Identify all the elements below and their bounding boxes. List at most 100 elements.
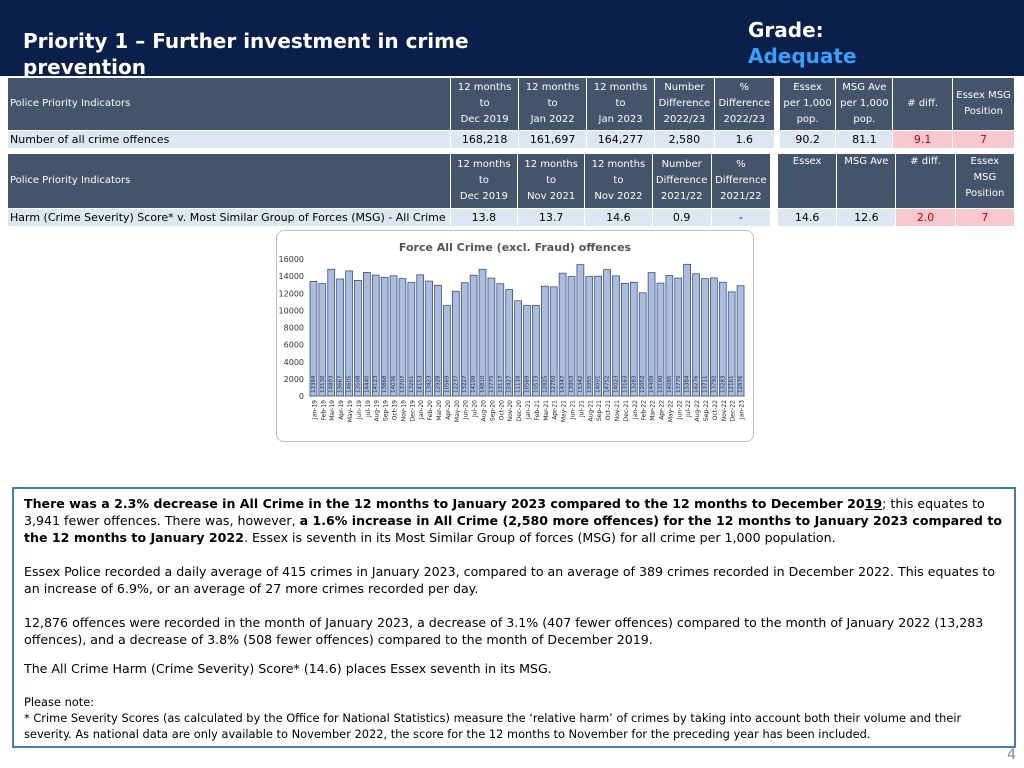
chart-bar — [736, 285, 745, 397]
x-tick-label: Oct-22 — [712, 400, 719, 420]
x-tick-label: Apr-20 — [445, 400, 452, 420]
all-crime-bar-chart: Force All Crime (excl. Fraud) offences 0… — [279, 241, 746, 422]
chart-bar — [594, 275, 603, 397]
cell-nov2021: 13.7 — [518, 209, 585, 226]
bar-value-label: 13130 — [320, 375, 326, 393]
bar-value-label: 14085 — [667, 375, 673, 393]
x-tick-label: Aug-22 — [694, 400, 701, 422]
x-tick-label: Jul-21 — [578, 400, 585, 418]
y-tick-label: 6000 — [284, 341, 304, 350]
x-tick-label: Apr-22 — [658, 400, 665, 420]
chart-bar — [434, 284, 442, 397]
row-label: Harm (Crime Severity) Score* v. Most Sim… — [8, 209, 450, 226]
col-header-msg-ave: MSG Ave per 1,000 pop. — [836, 78, 893, 130]
chart-bar — [549, 286, 558, 397]
col-header-essex-per1000: Essex per 1,000 pop. — [779, 78, 836, 130]
x-tick-label: Jan-19 — [311, 400, 318, 420]
col-header-number-diff: Number Difference 2022/23 — [655, 78, 714, 130]
chart-bar — [371, 274, 380, 397]
monthly-offences-paragraph: 12,876 offences were recorded in the mon… — [24, 615, 984, 647]
x-tick-label: Dec-22 — [730, 400, 737, 422]
bar-value-label: 14347 — [560, 375, 566, 393]
x-tick-label: May-20 — [454, 400, 461, 422]
chart-bar — [523, 305, 531, 397]
bar-value-label: 13423 — [427, 375, 433, 393]
bar-value-label: 13868 — [382, 375, 388, 393]
row-label: Number of all crime offences — [8, 131, 451, 148]
bar-value-label: 14440 — [364, 375, 370, 393]
chart-bar — [389, 275, 398, 397]
chart-bar — [380, 276, 389, 397]
col-header-diff: # diff. — [893, 78, 953, 130]
bar-value-label: 13261 — [409, 376, 415, 394]
x-tick-label: Nov-22 — [721, 400, 728, 422]
cell-essex-per1000: 90.2 — [779, 131, 836, 148]
chart-bar — [692, 273, 700, 397]
bar-value-label: 12825 — [542, 375, 548, 393]
bar-value-label: 14001 — [596, 376, 602, 394]
chart-bar — [727, 291, 736, 397]
chart-bar — [336, 278, 344, 397]
x-tick-label: Apr-19 — [338, 400, 345, 420]
bar-value-label: 13953 — [569, 375, 575, 393]
col-header-msg-position: Essex MSG Position — [953, 78, 1014, 130]
chart-bar — [647, 272, 656, 397]
bar-value-label: 12237 — [453, 375, 459, 393]
x-tick-label: Mar-20 — [436, 400, 443, 421]
chart-bar — [558, 272, 567, 397]
chart-bar — [532, 305, 540, 397]
daily-average-paragraph: Essex Police recorded a daily average of… — [24, 564, 996, 596]
y-tick-label: 14000 — [279, 272, 304, 281]
col-header-msg-position: Essex MSG Position — [955, 154, 1014, 208]
chart-bar — [398, 278, 407, 397]
chart-bar — [621, 282, 629, 397]
bar-value-label: 15342 — [578, 376, 584, 394]
bar-value-label: 13384 — [311, 375, 317, 393]
x-tick-label: Aug-21 — [587, 400, 594, 422]
cell-dec2019: 13.8 — [450, 209, 518, 226]
x-tick-label: Jul-20 — [472, 400, 479, 418]
x-tick-label: Feb-21 — [534, 400, 541, 421]
chart-bar — [665, 275, 674, 397]
x-tick-label: Jul-22 — [685, 400, 692, 418]
cell-diff: 9.1 — [893, 131, 953, 148]
x-tick-label: Mar-19 — [329, 400, 336, 421]
bar-value-label: 14605 — [347, 375, 353, 393]
x-tick-label: Sep-20 — [489, 400, 496, 421]
bar-value-label: 13508 — [355, 375, 361, 393]
bar-value-label: 12161 — [729, 376, 735, 394]
x-tick-label: Sep-22 — [703, 400, 710, 421]
bar-value-label: 14752 — [605, 376, 611, 394]
cell-msg-ave: 81.1 — [836, 131, 893, 148]
bar-value-label: 12427 — [507, 375, 513, 393]
x-tick-label: Oct-19 — [392, 400, 399, 420]
cell-dec2019: 168,218 — [451, 131, 519, 148]
summary-paragraph: There was a 2.3% decrease in All Crime i… — [24, 496, 1003, 545]
chart-bar — [327, 268, 336, 397]
bar-value-label: 13707 — [400, 375, 406, 393]
chart-bar — [443, 305, 451, 397]
col-header-nov2021: 12 months to Nov 2021 — [518, 154, 585, 208]
page-title: Priority 1 – Further investment in crime… — [23, 29, 469, 79]
chart-bar — [683, 263, 691, 397]
cell-msg-position: 7 — [953, 131, 1014, 148]
chart-bar — [478, 268, 487, 397]
x-tick-label: Jul-19 — [365, 400, 372, 418]
chart-bar — [460, 282, 469, 397]
chart-bar — [629, 281, 638, 397]
x-tick-label: Dec-19 — [409, 400, 416, 422]
bar-value-label: 13283 — [720, 375, 726, 393]
chart-bar — [505, 289, 514, 397]
x-tick-label: Sep-19 — [383, 400, 390, 421]
chart-bar — [718, 281, 727, 397]
x-tick-label: Dec-21 — [623, 400, 630, 422]
chart-bar — [603, 269, 611, 397]
x-tick-label: Mar-22 — [650, 400, 657, 421]
cell-number-diff: 0.9 — [652, 209, 711, 226]
col-header-msg-ave: MSG Ave — [837, 154, 896, 208]
x-tick-label: Dec-20 — [516, 400, 523, 422]
chart-bar — [407, 282, 416, 397]
x-tick-label: Aug-20 — [481, 400, 488, 422]
x-tick-label: May-22 — [667, 400, 674, 422]
chart-bar — [318, 283, 327, 397]
